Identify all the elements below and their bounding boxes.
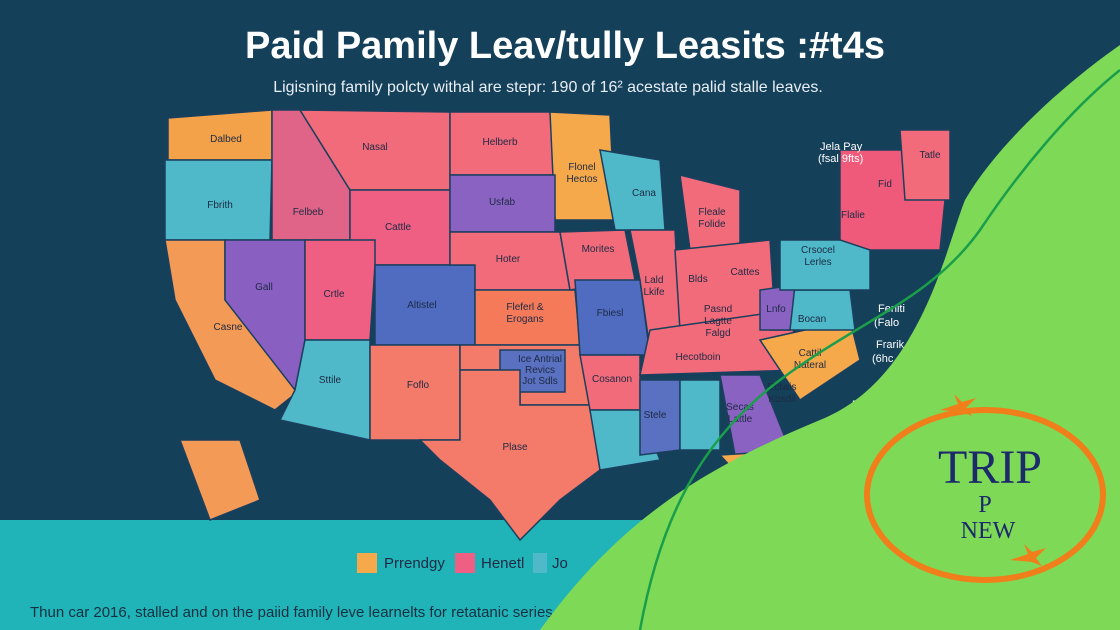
state-labels: Dalbed Nasal Helberb Flonel Hectos Cana … bbox=[207, 134, 941, 453]
state-label: Usfab bbox=[489, 197, 516, 208]
state-label: Crsocel bbox=[801, 245, 835, 256]
legend-label: Prrendgy bbox=[384, 555, 445, 572]
callout: (Falo bbox=[874, 317, 899, 329]
state-label: Hectos bbox=[566, 174, 597, 185]
state-label: Falgd bbox=[705, 328, 730, 339]
state-label: Dalbed bbox=[210, 134, 242, 145]
state-label: Lagtte bbox=[704, 316, 732, 327]
state-label: Plase bbox=[502, 442, 527, 453]
state-label: Crtle bbox=[323, 289, 345, 300]
logo-text: P bbox=[978, 492, 991, 518]
state-label: Morites bbox=[582, 244, 615, 255]
state-label: Lald bbox=[645, 275, 664, 286]
state-label: Gall bbox=[255, 282, 273, 293]
state-label: Bocan bbox=[798, 314, 826, 325]
legend: Prrendgy Henetl Jo bbox=[357, 553, 568, 573]
state-label: Fbiesl bbox=[597, 308, 624, 319]
state-label: Helberb bbox=[482, 137, 517, 148]
state-label: Nateral bbox=[794, 360, 826, 371]
state-label: Secas bbox=[726, 402, 754, 413]
legend-swatch bbox=[533, 553, 547, 573]
state-label: Tatle bbox=[919, 150, 941, 161]
logo-text: NEW bbox=[961, 518, 1016, 544]
title: Paid Pamily Leav/tully Leasits :#t4s bbox=[245, 25, 885, 67]
state-label: Casne bbox=[214, 322, 243, 333]
callout: (fsal 9fts) bbox=[818, 153, 863, 165]
state-label: Altistel bbox=[407, 300, 436, 311]
state-label: Sttile bbox=[319, 375, 342, 386]
callout: Frarik bbox=[876, 339, 905, 351]
logo-text: TRIP bbox=[938, 441, 1042, 494]
legend-label: Jo bbox=[552, 555, 568, 572]
state-label: Hecotboin bbox=[675, 352, 720, 363]
state-label: Cana bbox=[632, 188, 656, 199]
state-label: Felbeb bbox=[293, 207, 324, 218]
state-label: Ice Antrial bbox=[518, 354, 562, 365]
state-label: Fbrith bbox=[207, 200, 233, 211]
state-label: Lnfo bbox=[766, 304, 786, 315]
state-label: Pasnd bbox=[704, 304, 732, 315]
state-label: Flalie bbox=[841, 210, 865, 221]
state-label: Ectwis bbox=[768, 382, 797, 393]
green-swoosh bbox=[540, 45, 1120, 630]
state-label: Flonel bbox=[568, 162, 595, 173]
state-label: Cattle bbox=[385, 222, 412, 233]
state-label: Kosdil bbox=[768, 394, 795, 405]
us-states bbox=[164, 109, 951, 542]
state-label: Fid bbox=[878, 179, 892, 190]
legend-label: Henetl bbox=[481, 555, 524, 572]
state-label: Hoter bbox=[496, 254, 521, 265]
legend-swatch bbox=[455, 553, 475, 573]
state-label: Cattes bbox=[731, 267, 760, 278]
state-label: Foflo bbox=[407, 380, 430, 391]
state-label: Lkife bbox=[643, 287, 665, 298]
callout: Jela Pay bbox=[820, 141, 863, 153]
state-label: Fleferl & bbox=[506, 302, 544, 313]
logo-ring bbox=[864, 407, 1106, 583]
state-label: Blds bbox=[688, 274, 707, 285]
state-label: Nasal bbox=[362, 142, 388, 153]
logo: TRIP P NEW bbox=[864, 394, 1106, 583]
plane-icon bbox=[1010, 544, 1046, 566]
state-label: Jot Sdls bbox=[522, 376, 558, 387]
state-label: Fleale bbox=[698, 207, 726, 218]
state-label: Cosanon bbox=[592, 374, 632, 385]
subtitle: Ligisning family polcty withal are stepr… bbox=[273, 79, 823, 96]
footer: Thun car 2016, stalled and on the paiid … bbox=[30, 604, 557, 621]
callout: (6hc bbox=[872, 353, 894, 365]
state-label: Revics bbox=[525, 365, 555, 376]
state-label: Erogans bbox=[506, 314, 543, 325]
swoosh-line bbox=[638, 69, 1120, 630]
plane-icon bbox=[940, 394, 976, 416]
state-label: Stele bbox=[644, 410, 667, 421]
state-label: Cattil bbox=[799, 348, 822, 359]
state-label: Lattle bbox=[728, 414, 753, 425]
state-label: Folide bbox=[698, 219, 726, 230]
legend-swatch bbox=[357, 553, 377, 573]
state-label: Lerles bbox=[804, 257, 831, 268]
